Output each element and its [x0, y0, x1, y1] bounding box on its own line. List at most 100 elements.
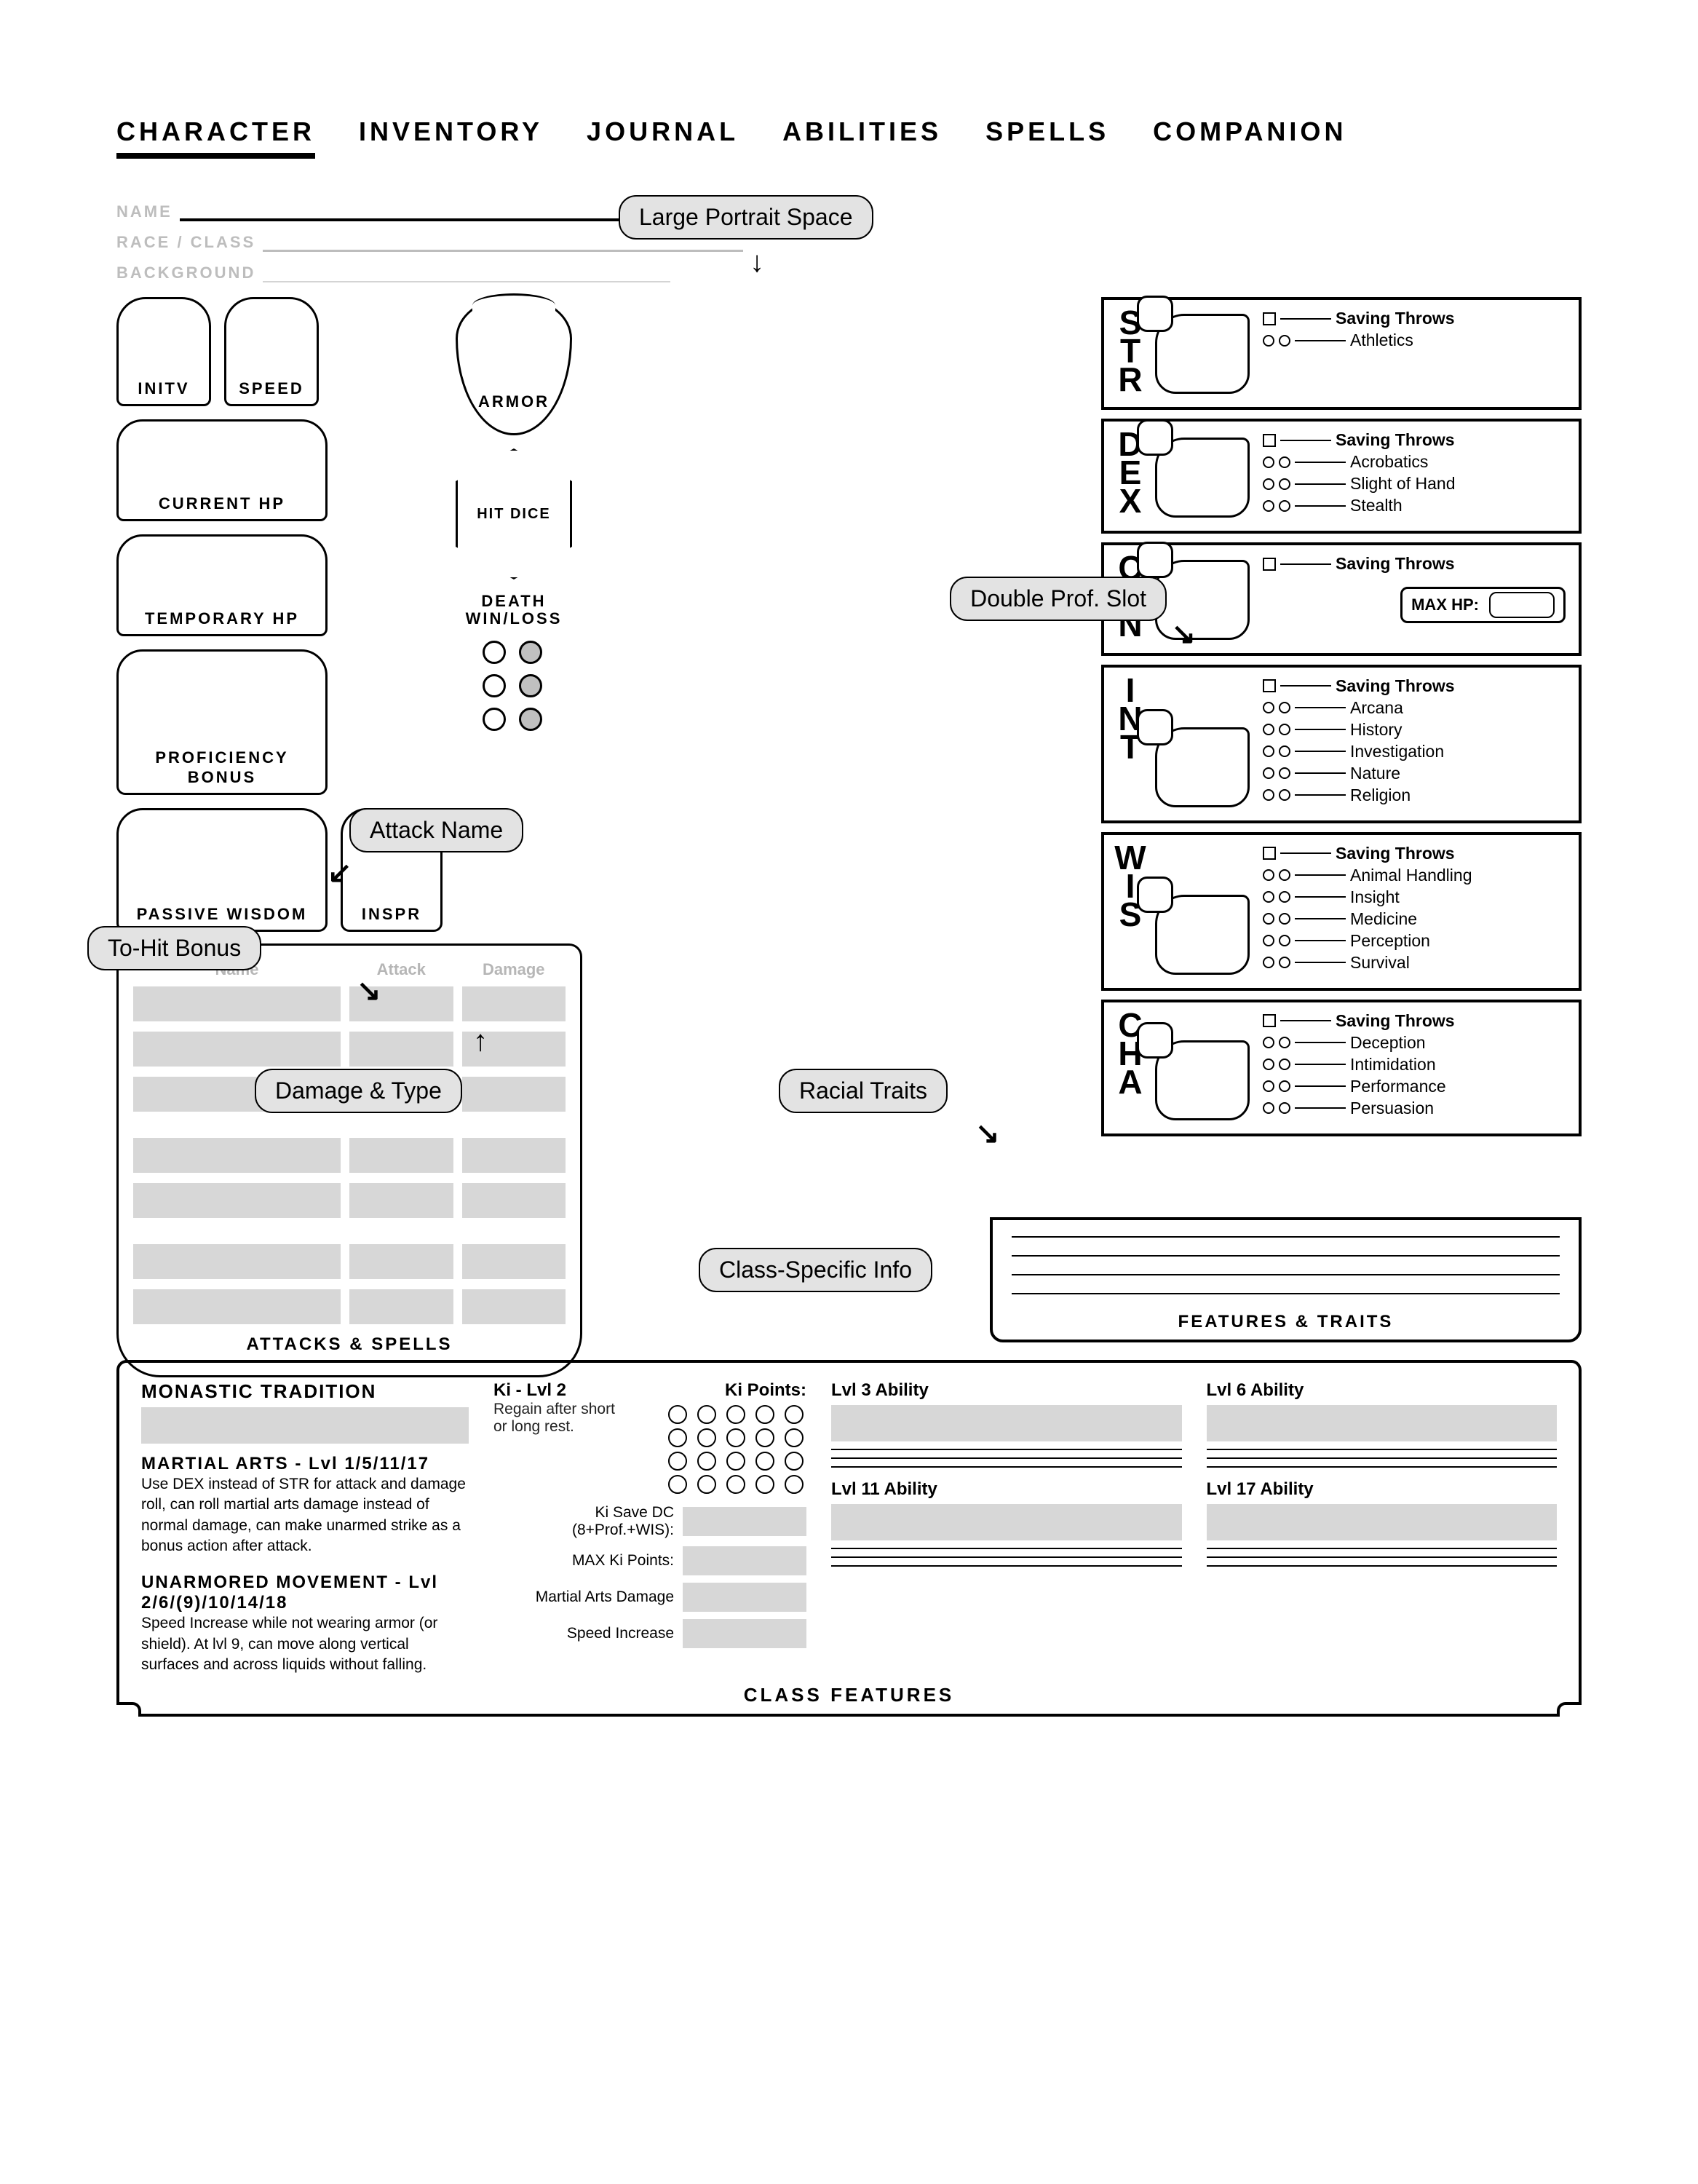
armor-box[interactable]: ARMOR: [456, 297, 572, 435]
callout-attack-name: Attack Name: [349, 808, 523, 852]
features-traits-panel: FEATURES & TRAITS: [990, 1217, 1582, 1342]
ability-str: STR Saving ThrowsAthletics: [1101, 297, 1582, 410]
ki-dots[interactable]: [668, 1452, 806, 1471]
ability-score-box[interactable]: [1155, 314, 1250, 394]
tab-inventory[interactable]: INVENTORY: [359, 116, 543, 159]
trait-line[interactable]: [1012, 1293, 1560, 1294]
arrow-icon: ↙: [328, 856, 352, 890]
passive-wisdom-box[interactable]: PASSIVE WISDOM: [116, 808, 328, 932]
lvl6-field[interactable]: [1207, 1405, 1558, 1441]
background-field[interactable]: [263, 281, 670, 282]
race-label: RACE / CLASS: [116, 233, 255, 252]
unarmored-text: Speed Increase while not wearing armor (…: [141, 1613, 469, 1675]
attack-row[interactable]: [133, 986, 566, 1021]
race-field[interactable]: [263, 250, 743, 252]
ability-wis: WIS Saving ThrowsAnimal HandlingInsightM…: [1101, 832, 1582, 991]
ki-dots[interactable]: [668, 1475, 806, 1494]
features-title: FEATURES & TRAITS: [1012, 1312, 1560, 1332]
tab-bar: CHARACTER INVENTORY JOURNAL ABILITIES SP…: [116, 116, 1582, 159]
lvl11-label: Lvl 11 Ability: [831, 1479, 1182, 1500]
arrow-icon: ↘: [357, 974, 381, 1008]
lvl3-label: Lvl 3 Ability: [831, 1380, 1182, 1401]
tab-journal[interactable]: JOURNAL: [587, 116, 739, 159]
skill-list: Saving ThrowsAcrobaticsSlight of HandSte…: [1263, 430, 1566, 518]
monastic-field[interactable]: [141, 1407, 469, 1444]
lvl17-label: Lvl 17 Ability: [1207, 1479, 1558, 1500]
temp-hp-box[interactable]: TEMPORARY HP: [116, 534, 328, 636]
skill-list: Saving ThrowsAthletics: [1263, 309, 1566, 394]
ki-save-label: Ki Save DC (8+Prof.+WIS):: [493, 1504, 674, 1539]
arrow-icon: ↓: [750, 246, 764, 279]
lvl11-field[interactable]: [831, 1504, 1182, 1540]
trait-line[interactable]: [1012, 1236, 1560, 1238]
speed-box[interactable]: SPEED: [224, 297, 319, 406]
ki-points-label: Ki Points:: [725, 1380, 806, 1401]
lvl17-field[interactable]: [1207, 1504, 1558, 1540]
ability-mod-box[interactable]: [1137, 419, 1173, 456]
skill-list: Saving ThrowsDeceptionIntimidationPerfor…: [1263, 1011, 1566, 1120]
lvl3-field[interactable]: [831, 1405, 1182, 1441]
skill-list: Saving ThrowsArcanaHistoryInvestigationN…: [1263, 676, 1566, 807]
ki-sub: Regain after short or long rest.: [493, 1401, 624, 1497]
callout-class-info: Class-Specific Info: [699, 1248, 932, 1292]
callout-dmg: Damage & Type: [255, 1069, 462, 1113]
class-features-title: CLASS FEATURES: [141, 1684, 1557, 1706]
trait-line[interactable]: [1012, 1274, 1560, 1275]
trait-line[interactable]: [1012, 1255, 1560, 1257]
ability-mod-box[interactable]: [1137, 542, 1173, 578]
ability-score-box[interactable]: [1155, 895, 1250, 975]
tab-companion[interactable]: COMPANION: [1153, 116, 1346, 159]
name-label: NAME: [116, 202, 172, 221]
character-sheet: NAME RACE / CLASS BACKGROUND Large Portr…: [116, 202, 1582, 1717]
background-label: BACKGROUND: [116, 264, 255, 282]
col-damage: Damage: [462, 960, 566, 979]
ki-dots[interactable]: [668, 1428, 806, 1447]
ability-mod-box[interactable]: [1137, 1022, 1173, 1059]
ability-cha: CHA Saving ThrowsDeceptionIntimidationPe…: [1101, 1000, 1582, 1136]
callout-double-prof: Double Prof. Slot: [950, 577, 1167, 621]
attack-row[interactable]: [133, 1138, 566, 1173]
ability-mod-box[interactable]: [1137, 709, 1173, 745]
monastic-header: MONASTIC TRADITION: [141, 1380, 469, 1403]
unarmored-header: UNARMORED MOVEMENT - Lvl 2/6/(9)/10/14/1…: [141, 1572, 469, 1613]
martial-arts-header: MARTIAL ARTS - Lvl 1/5/11/17: [141, 1454, 469, 1474]
callout-to-hit: To-Hit Bonus: [87, 926, 261, 970]
ability-score-box[interactable]: [1155, 560, 1250, 640]
speed-inc-field[interactable]: [683, 1619, 806, 1648]
ma-dmg-field[interactable]: [683, 1583, 806, 1612]
ability-dex: DEX Saving ThrowsAcrobaticsSlight of Han…: [1101, 419, 1582, 534]
arrow-icon: ↘: [975, 1117, 1000, 1150]
max-ki-field[interactable]: [683, 1546, 806, 1575]
ki-dots[interactable]: [668, 1405, 806, 1424]
ability-score-box[interactable]: [1155, 1040, 1250, 1120]
ability-score-box[interactable]: [1155, 438, 1250, 518]
attack-row[interactable]: [133, 1032, 566, 1067]
arrow-icon: ↑: [473, 1025, 488, 1058]
ki-header: Ki - Lvl 2: [493, 1380, 566, 1401]
arrow-icon: ↘: [1171, 617, 1196, 651]
initiative-box[interactable]: INITV: [116, 297, 211, 406]
ma-dmg-label: Martial Arts Damage: [493, 1588, 674, 1606]
max-hp-box[interactable]: MAX HP:: [1400, 587, 1566, 623]
skill-list: Saving ThrowsMAX HP:: [1263, 554, 1566, 639]
ki-save-field[interactable]: [683, 1507, 806, 1536]
max-ki-label: MAX Ki Points:: [493, 1552, 674, 1570]
current-hp-box[interactable]: CURRENT HP: [116, 419, 328, 521]
callout-racial: Racial Traits: [779, 1069, 948, 1113]
death-saves[interactable]: [483, 641, 545, 731]
ability-score-box[interactable]: [1155, 727, 1250, 807]
lvl6-label: Lvl 6 Ability: [1207, 1380, 1558, 1401]
proficiency-bonus-box[interactable]: PROFICIENCY BONUS: [116, 649, 328, 795]
ability-mod-box[interactable]: [1137, 296, 1173, 332]
skill-list: Saving ThrowsAnimal HandlingInsightMedic…: [1263, 844, 1566, 975]
class-features-panel: MONASTIC TRADITION MARTIAL ARTS - Lvl 1/…: [116, 1360, 1582, 1717]
tab-character[interactable]: CHARACTER: [116, 116, 315, 159]
ability-mod-box[interactable]: [1137, 877, 1173, 913]
tab-abilities[interactable]: ABILITIES: [782, 116, 942, 159]
tab-spells[interactable]: SPELLS: [985, 116, 1109, 159]
martial-arts-text: Use DEX instead of STR for attack and da…: [141, 1474, 469, 1556]
speed-inc-label: Speed Increase: [493, 1625, 674, 1642]
death-saves-label: DEATH WIN/LOSS: [466, 593, 563, 628]
callout-portrait: Large Portrait Space: [619, 195, 873, 240]
hit-dice-box[interactable]: HIT DICE: [456, 448, 572, 579]
